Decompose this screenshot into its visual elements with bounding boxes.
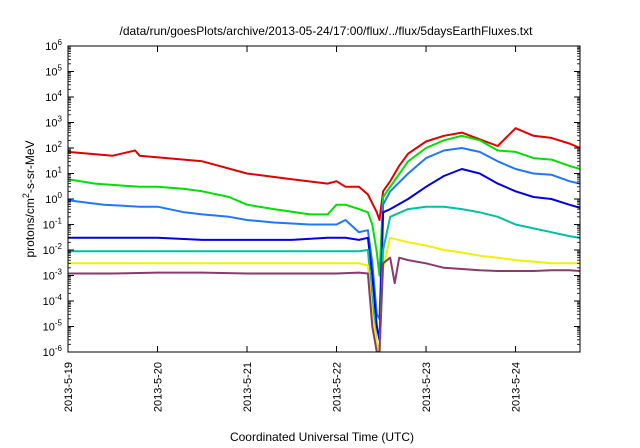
x-tick-label: 2013-5-23 <box>421 362 433 412</box>
y-tick-label: 106 <box>45 38 62 53</box>
y-tick-label: 10-5 <box>43 319 63 334</box>
x-axis-label: Coordinated Universal Time (UTC) <box>230 430 414 444</box>
plot-frame <box>67 45 581 353</box>
y-tick-label: 104 <box>45 89 62 104</box>
series-line-3 <box>68 147 580 320</box>
y-axis-label-post: -s-sr-MeV <box>23 140 37 193</box>
plot-series <box>68 127 580 352</box>
y-tick-label: 10-1 <box>43 217 63 232</box>
y-tick-label: 10-2 <box>43 242 63 257</box>
y-tick-label: 10-4 <box>43 293 63 308</box>
y-tick-label: 103 <box>45 115 62 130</box>
chart-title: /data/run/goesPlots/archive/2013-05-24/1… <box>120 24 534 38</box>
series-line-7 <box>68 256 580 352</box>
x-tick-label: 2013-5-19 <box>63 362 75 412</box>
x-axis: 2013-5-19 2013-5-20 2013-5-21 2013-5-22 2013… <box>63 46 523 412</box>
y-axis-label: protons/cm2-s-sr-MeV <box>21 140 37 257</box>
y-axis-label-sup: 2 <box>21 193 31 198</box>
x-tick-label: 2013-5-22 <box>332 362 344 412</box>
y-tick-label: 102 <box>45 140 62 155</box>
series-line-1 <box>68 127 580 221</box>
series-line-2 <box>68 134 580 277</box>
y-tick-label: 101 <box>45 166 62 181</box>
x-tick-label: 2013-5-24 <box>511 362 523 412</box>
y-tick-label: 100 <box>45 191 62 206</box>
y-tick-label: 10-6 <box>43 344 63 359</box>
series-line-4 <box>68 168 580 341</box>
y-tick-label: 10-3 <box>43 268 63 283</box>
series-line-5 <box>68 205 580 352</box>
y-axis-label-pre: protons/cm <box>23 198 37 257</box>
series-line-6 <box>68 236 580 352</box>
y-tick-label: 105 <box>45 64 62 79</box>
x-tick-label: 2013-5-20 <box>153 362 165 412</box>
y-axis: 10-6 10-5 10-4 10-3 10-2 10-1 100 101 102 103 104 1… <box>43 38 580 359</box>
x-tick-label: 2013-5-21 <box>242 362 254 412</box>
